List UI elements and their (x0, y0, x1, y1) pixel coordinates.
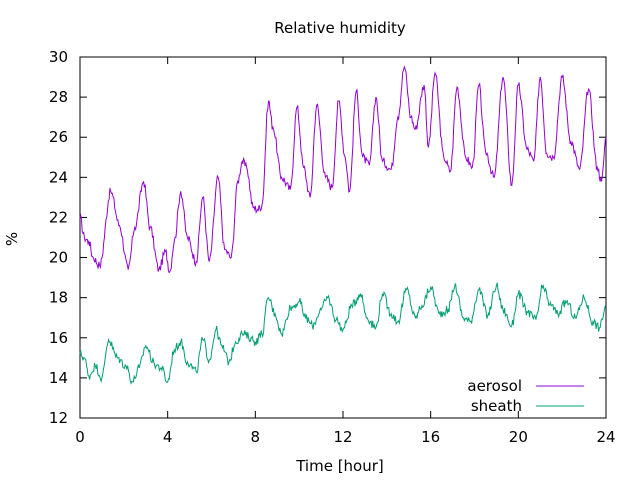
x-tick-label: 12 (333, 428, 352, 446)
y-tick-label: 16 (49, 329, 68, 347)
series-line-aerosol (79, 65, 607, 274)
series-line-sheath (79, 282, 607, 385)
series-lines (79, 65, 607, 385)
y-tick-label: 14 (49, 369, 68, 387)
y-axis-ticks: 12 14 16 18 20 22 24 26 28 30 (49, 48, 606, 427)
x-axis-label: Time [hour] (295, 457, 384, 475)
y-axis-label: % (3, 232, 21, 246)
chart-title: Relative humidity (274, 19, 406, 37)
x-tick-label: 20 (509, 428, 528, 446)
y-tick-label: 30 (49, 48, 68, 66)
x-axis-ticks: 0 4 8 12 16 20 24 (75, 57, 616, 446)
y-tick-label: 24 (49, 168, 68, 186)
x-tick-label: 24 (596, 428, 615, 446)
x-tick-label: 16 (421, 428, 440, 446)
x-tick-label: 8 (251, 428, 261, 446)
plot-border (79, 56, 607, 419)
y-tick-label: 12 (49, 409, 68, 427)
legend: aerosol sheath (467, 377, 584, 415)
y-tick-label: 26 (49, 128, 68, 146)
plot-frame (79, 56, 607, 419)
y-tick-label: 22 (49, 208, 68, 226)
y-tick-label: 18 (49, 289, 68, 307)
legend-label-sheath: sheath (471, 397, 522, 415)
legend-label-aerosol: aerosol (467, 377, 522, 395)
x-tick-label: 0 (75, 428, 85, 446)
y-tick-label: 20 (49, 249, 68, 267)
x-tick-label: 4 (163, 428, 173, 446)
y-tick-label: 28 (49, 88, 68, 106)
